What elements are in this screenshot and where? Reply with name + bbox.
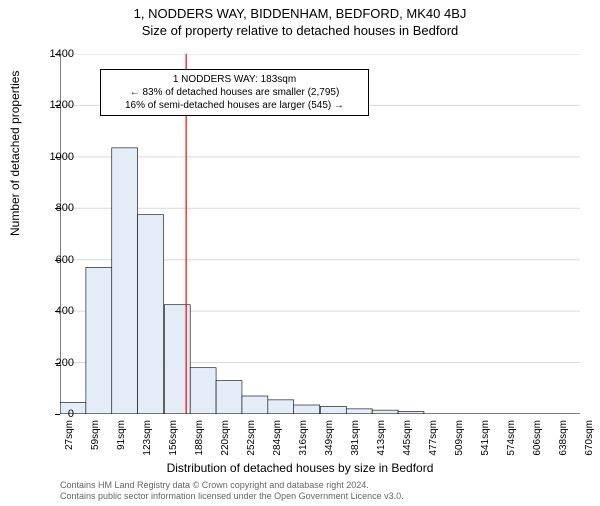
x-tick-label: 284sqm [272, 420, 283, 456]
x-tick-label: 91sqm [116, 420, 127, 450]
histogram-bar [112, 148, 138, 414]
histogram-bar [346, 409, 372, 414]
x-tick-label: 381sqm [350, 420, 361, 456]
y-axis-label: Number of detached properties [8, 71, 22, 236]
x-tick-label: 445sqm [402, 420, 413, 456]
histogram-bar [242, 396, 268, 414]
footer-line1: Contains HM Land Registry data © Crown c… [60, 480, 404, 491]
chart-title-line1: 1, NODDERS WAY, BIDDENHAM, BEDFORD, MK40… [0, 6, 600, 21]
x-tick-label: 670sqm [584, 420, 595, 456]
histogram-bar [320, 406, 346, 414]
x-tick-label: 188sqm [194, 420, 205, 456]
histogram-bar [190, 368, 216, 414]
x-tick-label: 509sqm [454, 420, 465, 456]
x-tick-label: 638sqm [558, 420, 569, 456]
x-tick-label: 574sqm [506, 420, 517, 456]
x-tick-label: 413sqm [376, 420, 387, 456]
annotation-line2: ← 83% of detached houses are smaller (2,… [107, 86, 362, 99]
x-tick-label: 477sqm [428, 420, 439, 456]
chart-container: 1, NODDERS WAY, BIDDENHAM, BEDFORD, MK40… [0, 6, 600, 506]
footer-attribution: Contains HM Land Registry data © Crown c… [60, 480, 404, 502]
x-tick-label: 59sqm [90, 420, 101, 450]
x-tick-label: 252sqm [246, 420, 257, 456]
x-axis-label: Distribution of detached houses by size … [0, 461, 600, 475]
annotation-line3: 16% of semi-detached houses are larger (… [107, 99, 362, 112]
x-tick-label: 156sqm [168, 420, 179, 456]
chart-area: 1 NODDERS WAY: 183sqm ← 83% of detached … [60, 54, 580, 414]
histogram-bar [372, 410, 398, 414]
histogram-bar [268, 400, 294, 414]
x-tick-label: 27sqm [64, 420, 75, 450]
histogram-bar [294, 405, 320, 414]
histogram-bar [86, 267, 112, 414]
x-tick-label: 606sqm [532, 420, 543, 456]
chart-title-line2: Size of property relative to detached ho… [0, 23, 600, 38]
x-tick-label: 123sqm [142, 420, 153, 456]
annotation-line1: 1 NODDERS WAY: 183sqm [107, 73, 362, 86]
histogram-bar [138, 215, 164, 414]
annotation-box: 1 NODDERS WAY: 183sqm ← 83% of detached … [100, 69, 369, 116]
x-tick-label: 220sqm [220, 420, 231, 456]
x-tick-label: 349sqm [324, 420, 335, 456]
x-tick-label: 541sqm [480, 420, 491, 456]
x-tick-label: 316sqm [298, 420, 309, 456]
histogram-bar [216, 381, 242, 414]
